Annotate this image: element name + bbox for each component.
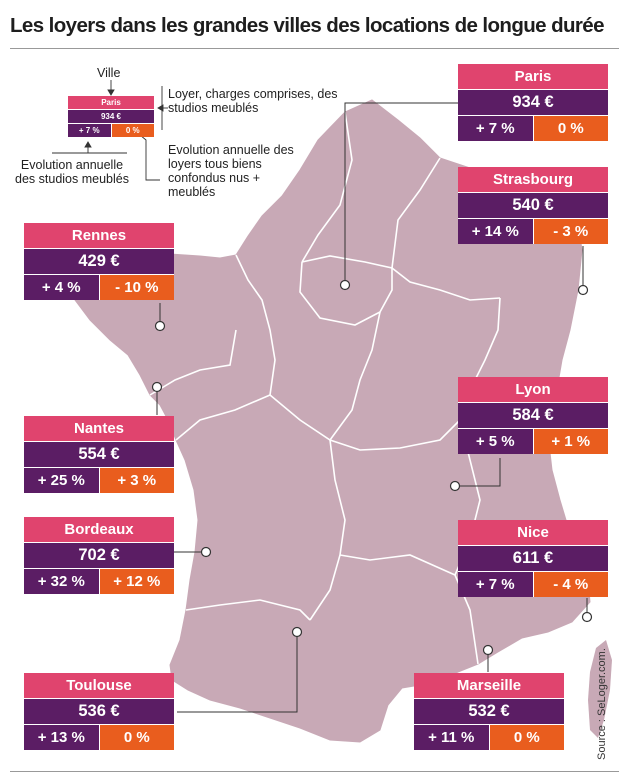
city-rent: 611 €	[458, 545, 608, 571]
marseille-dot	[482, 644, 494, 656]
corsica	[588, 640, 612, 738]
city-evol-studio: + 32 %	[24, 569, 100, 594]
legend-example-evol-studio: + 7 %	[68, 124, 112, 137]
source-credit: Source : SeLoger.com.	[596, 648, 608, 760]
city-name: Lyon	[458, 377, 608, 402]
city-rent: 584 €	[458, 402, 608, 428]
city-rent: 532 €	[414, 698, 564, 724]
legend-city-label: Ville	[97, 66, 121, 80]
top-divider	[10, 48, 619, 49]
nice-dot	[581, 611, 593, 623]
city-rent: 536 €	[24, 698, 174, 724]
bottom-divider	[10, 771, 619, 772]
city-evol-studio: + 13 %	[24, 725, 100, 750]
city-card-nantes: Nantes 554 € + 25 % + 3 %	[24, 416, 174, 493]
city-name: Rennes	[24, 223, 174, 248]
city-name: Nice	[458, 520, 608, 545]
region-borders	[149, 111, 501, 665]
city-evol-all: + 1 %	[533, 429, 608, 454]
city-card-nice: Nice 611 € + 7 % - 4 %	[458, 520, 608, 597]
nantes-dot	[151, 381, 163, 393]
city-card-bordeaux: Bordeaux 702 € + 32 % + 12 %	[24, 517, 174, 594]
paris-dot	[339, 279, 351, 291]
legend-pointers	[52, 80, 168, 181]
city-card-rennes: Rennes 429 € + 4 % - 10 %	[24, 223, 174, 300]
legend-example-card: Paris 934 € + 7 % 0 %	[68, 96, 154, 137]
city-rent: 554 €	[24, 441, 174, 467]
legend-example-evol-all: 0 %	[111, 124, 154, 137]
city-card-paris: Paris 934 € + 7 % 0 %	[458, 64, 608, 141]
city-evol-all: 0 %	[99, 725, 174, 750]
city-evol-all: - 10 %	[99, 275, 174, 300]
city-name: Nantes	[24, 416, 174, 441]
city-evol-studio: + 4 %	[24, 275, 100, 300]
city-name: Marseille	[414, 673, 564, 698]
legend-example-rent: 934 €	[68, 109, 154, 123]
city-rent: 540 €	[458, 192, 608, 218]
city-evol-studio: + 5 %	[458, 429, 534, 454]
city-evol-all: 0 %	[489, 725, 564, 750]
city-evol-studio: + 11 %	[414, 725, 490, 750]
city-card-toulouse: Toulouse 536 € + 13 % 0 %	[24, 673, 174, 750]
city-rent: 429 €	[24, 248, 174, 274]
city-evol-all: + 12 %	[99, 569, 174, 594]
city-evol-all: 0 %	[533, 116, 608, 141]
city-name: Bordeaux	[24, 517, 174, 542]
strasbourg-dot	[577, 284, 589, 296]
city-evol-all: - 4 %	[533, 572, 608, 597]
city-evol-studio: + 7 %	[458, 572, 534, 597]
city-name: Paris	[458, 64, 608, 89]
city-evol-all: - 3 %	[533, 219, 608, 244]
city-name: Toulouse	[24, 673, 174, 698]
rennes-dot	[154, 320, 166, 332]
bordeaux-dot	[200, 546, 212, 558]
legend-example-city: Paris	[68, 96, 154, 109]
city-evol-studio: + 7 %	[458, 116, 534, 141]
legend-evol-all-label: Evolution annuelle des loyers tous biens…	[168, 143, 294, 199]
city-card-strasbourg: Strasbourg 540 € + 14 % - 3 %	[458, 167, 608, 244]
city-name: Strasbourg	[458, 167, 608, 192]
toulouse-dot	[291, 626, 303, 638]
legend-rent-label: Loyer, charges comprises, des studios me…	[168, 87, 338, 115]
city-card-lyon: Lyon 584 € + 5 % + 1 %	[458, 377, 608, 454]
city-evol-all: + 3 %	[99, 468, 174, 493]
page-title: Les loyers dans les grandes villes des l…	[10, 14, 605, 37]
city-evol-studio: + 14 %	[458, 219, 534, 244]
lyon-dot	[449, 480, 461, 492]
legend-evol-studio-label: Evolution annuelle des studios meublés	[15, 158, 129, 186]
city-rent: 934 €	[458, 89, 608, 115]
leader-lines	[156, 102, 588, 713]
city-evol-studio: + 25 %	[24, 468, 100, 493]
city-dots	[151, 279, 593, 656]
city-card-marseille: Marseille 532 € + 11 % 0 %	[414, 673, 564, 750]
city-rent: 702 €	[24, 542, 174, 568]
